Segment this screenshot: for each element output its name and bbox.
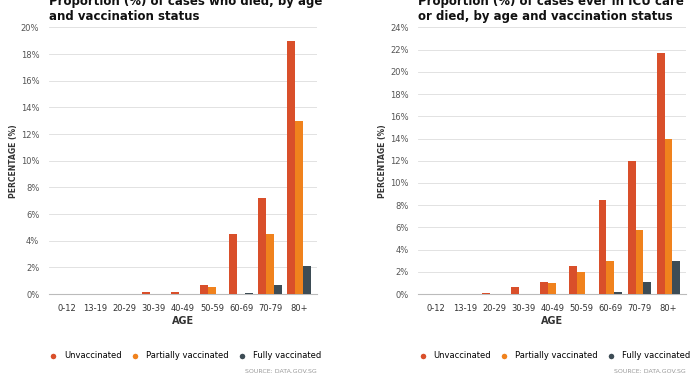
Bar bbox=[628, 161, 636, 294]
Bar bbox=[245, 293, 253, 294]
Bar bbox=[673, 261, 680, 294]
Bar bbox=[643, 282, 651, 294]
Bar bbox=[578, 272, 585, 294]
Bar bbox=[570, 266, 578, 294]
Bar bbox=[636, 230, 643, 294]
Bar bbox=[258, 198, 266, 294]
Text: SOURCE: DATA.GOV.SG: SOURCE: DATA.GOV.SG bbox=[245, 369, 316, 374]
Bar bbox=[657, 53, 664, 294]
Bar bbox=[208, 287, 216, 294]
Text: Proportion (%) of cases who died, by age
and vaccination status: Proportion (%) of cases who died, by age… bbox=[49, 0, 323, 24]
Bar bbox=[606, 261, 615, 294]
Text: Proportion (%) of cases ever in ICU care
or died, by age and vaccination status: Proportion (%) of cases ever in ICU care… bbox=[419, 0, 684, 24]
Bar bbox=[274, 285, 282, 294]
Bar bbox=[482, 293, 490, 294]
X-axis label: AGE: AGE bbox=[172, 316, 194, 325]
Bar bbox=[615, 292, 622, 294]
Bar bbox=[303, 266, 311, 294]
X-axis label: AGE: AGE bbox=[541, 316, 564, 325]
Legend: Unvaccinated, Partially vaccinated, Fully vaccinated: Unvaccinated, Partially vaccinated, Full… bbox=[45, 352, 321, 361]
Bar bbox=[598, 200, 606, 294]
Bar bbox=[200, 285, 208, 294]
Bar bbox=[511, 287, 519, 294]
Legend: Unvaccinated, Partially vaccinated, Fully vaccinated: Unvaccinated, Partially vaccinated, Full… bbox=[414, 352, 690, 361]
Bar bbox=[548, 283, 556, 294]
Y-axis label: PERCENTAGE (%): PERCENTAGE (%) bbox=[9, 124, 18, 198]
Bar bbox=[142, 292, 150, 294]
Bar bbox=[540, 282, 548, 294]
Bar bbox=[295, 121, 303, 294]
Text: SOURCE: DATA.GOV.SG: SOURCE: DATA.GOV.SG bbox=[615, 369, 686, 374]
Bar bbox=[288, 41, 295, 294]
Bar bbox=[229, 234, 237, 294]
Bar bbox=[171, 292, 179, 294]
Bar bbox=[266, 234, 274, 294]
Y-axis label: PERCENTAGE (%): PERCENTAGE (%) bbox=[378, 124, 387, 198]
Bar bbox=[664, 138, 673, 294]
